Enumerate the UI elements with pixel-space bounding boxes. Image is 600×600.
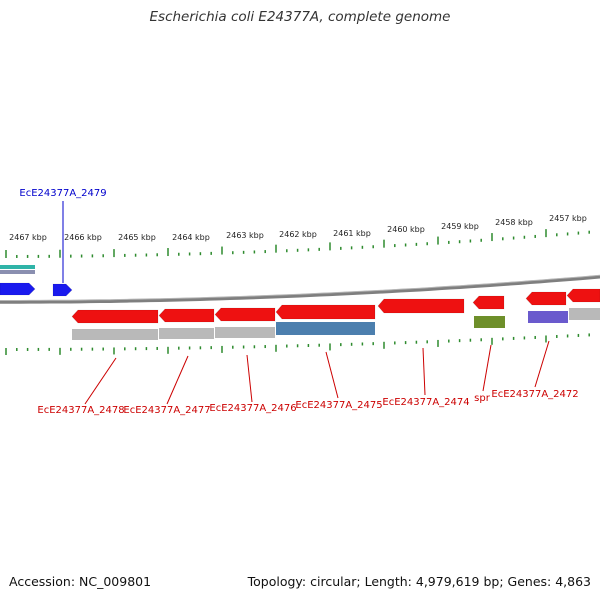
backbone-highlight	[0, 274, 600, 301]
gene-arrow	[525, 291, 567, 306]
topology-summary: Topology: circular; Length: 4,979,619 bp…	[247, 574, 591, 589]
gene-label: EcE24377A_2475	[295, 400, 382, 411]
gene-arrow	[0, 282, 36, 296]
kbp-labels: 2467 kbp 2466 kbp 2465 kbp 2464 kbp 2463 kbp…	[9, 214, 587, 242]
gene-arrow	[472, 295, 505, 310]
gene-label: EcE24377A_2477	[123, 405, 210, 416]
gene-track	[0, 282, 600, 324]
feature-block	[0, 270, 35, 274]
feature-block	[528, 311, 568, 323]
feature-block	[72, 329, 158, 340]
label-leader	[325, 351, 339, 399]
accession-text: Accession: NC_009801	[9, 574, 152, 589]
label-leaders	[62, 201, 550, 405]
kbp-label: 2467 kbp	[9, 233, 47, 242]
label-leader	[482, 344, 492, 392]
backbone-line	[0, 275, 600, 304]
gene-label: EcE24377A_2472	[491, 389, 578, 400]
upper-scale	[5, 229, 590, 258]
gene-label: spr	[474, 393, 491, 404]
kbp-label: 2464 kbp	[172, 233, 210, 242]
kbp-label: 2458 kbp	[495, 218, 533, 227]
kbp-label: 2461 kbp	[333, 229, 371, 238]
kbp-label: 2460 kbp	[387, 225, 425, 234]
gene-label: EcE24377A_2478	[37, 405, 124, 416]
map-title: Escherichia coli E24377A, complete genom…	[149, 9, 451, 25]
kbp-label: 2465 kbp	[118, 233, 156, 242]
feature-block	[276, 322, 375, 335]
kbp-label: 2463 kbp	[226, 231, 264, 240]
label-leader	[166, 355, 189, 405]
feature-block	[215, 327, 275, 338]
kbp-label: 2459 kbp	[441, 222, 479, 231]
feature-block	[159, 328, 214, 339]
gene-label: EcE24377A_2479	[19, 188, 106, 199]
feature-block	[0, 265, 35, 269]
feature-block	[474, 316, 505, 328]
gene-arrow	[566, 288, 600, 303]
gene-label: EcE24377A_2476	[209, 403, 296, 414]
gene-labels: EcE24377A_2479EcE24377A_2478EcE24377A_24…	[19, 188, 578, 416]
feature-track	[0, 265, 600, 340]
gene-arrow	[158, 308, 215, 323]
gene-arrow	[275, 304, 376, 320]
gene-arrow	[52, 283, 73, 297]
gene-arrow	[214, 307, 276, 322]
kbp-label: 2466 kbp	[64, 233, 102, 242]
label-leader	[246, 354, 253, 403]
gene-label: EcE24377A_2474	[382, 397, 469, 408]
label-leader	[84, 357, 117, 405]
kbp-label: 2462 kbp	[279, 230, 317, 239]
genome-backbone	[0, 274, 600, 304]
feature-block	[569, 308, 600, 320]
label-leader	[422, 347, 426, 396]
gene-arrow	[71, 309, 159, 324]
lower-scale	[5, 333, 590, 355]
gene-arrow	[377, 298, 465, 314]
label-leader	[534, 340, 550, 388]
kbp-label: 2457 kbp	[549, 214, 587, 223]
